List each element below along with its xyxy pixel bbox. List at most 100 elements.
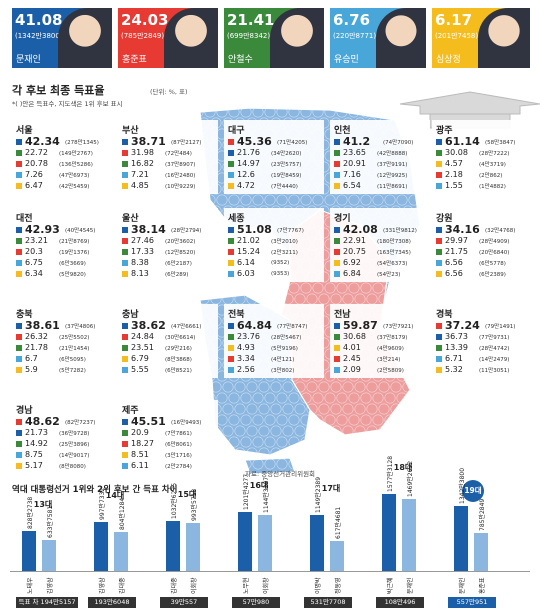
region-result-row: 22.91 (180만7308) xyxy=(334,235,426,246)
bar-candidate-name: 김영삼 xyxy=(99,577,106,594)
map-hex-cell xyxy=(378,403,390,415)
region-votes: (14만2479) xyxy=(479,356,510,363)
election-label: 16대 xyxy=(249,481,269,491)
map-hex-cell xyxy=(210,381,222,393)
map-hex-cell xyxy=(312,106,324,118)
candidate-swatch xyxy=(436,182,442,189)
region-result-row: 30.68 (37만8179) xyxy=(334,331,426,342)
region-votes: (25만3896) xyxy=(59,441,90,448)
candidate-swatch xyxy=(334,322,340,329)
map-hex-cell xyxy=(336,392,348,404)
region-percent: 23.21 xyxy=(25,236,48,245)
region-votes: (28만7222) xyxy=(479,150,510,157)
region-votes: (42만8888) xyxy=(377,150,408,157)
candidate-photo xyxy=(164,8,218,68)
map-hex-cell xyxy=(384,458,396,470)
candidate-swatch xyxy=(228,322,234,329)
bar-votes-label: 617만4681 xyxy=(335,506,342,539)
region-votes: (136만5286) xyxy=(59,161,93,168)
region-votes: (8만3868) xyxy=(165,356,192,363)
candidate-swatch xyxy=(122,355,128,362)
candidate-swatch xyxy=(228,248,234,255)
region-percent: 22.72 xyxy=(25,148,48,157)
map-hex-cell xyxy=(216,458,228,470)
map-hex-cell xyxy=(396,414,408,426)
map-hex-cell xyxy=(294,425,306,437)
region-votes: (4만3719) xyxy=(479,161,506,168)
region-name: 세종 xyxy=(228,214,245,224)
candidate-name: 홍준표 xyxy=(122,55,147,65)
map-hex-cell xyxy=(288,106,300,118)
region-name: 울산 xyxy=(122,214,139,224)
bar-votes-label: 993만5718 xyxy=(191,488,198,521)
map-hex-cell xyxy=(408,282,420,294)
candidate-swatch xyxy=(436,322,442,329)
region-votes: (40만4545) xyxy=(65,227,96,234)
region-box: 강원 34.16 (32만4768) 29.97 (28만4909) 21.75 (20만6… xyxy=(432,208,532,282)
region-votes: (21만8769) xyxy=(59,238,90,245)
bar-candidate-name: 이회창 xyxy=(191,577,198,594)
region-percent: 21.75 xyxy=(445,247,468,256)
region-result-row: 34.16 (32만4768) xyxy=(436,223,528,236)
region-name: 전남 xyxy=(334,310,351,320)
region-votes: (12만8520) xyxy=(165,249,196,256)
candidate-swatch xyxy=(16,226,22,233)
region-percent: 59.87 xyxy=(343,319,378,332)
map-hex-cell xyxy=(324,194,336,206)
map-hex-cell xyxy=(348,194,360,206)
candidate-swatch xyxy=(436,171,442,178)
map-hex-cell xyxy=(246,425,258,437)
region-result-row: 6.79 (8만3868) xyxy=(122,353,214,364)
map-hex-cell xyxy=(258,447,270,459)
map-hex-cell xyxy=(336,194,348,206)
region-result-row: 6.56 (6만5778) xyxy=(436,257,528,268)
candidate-swatch xyxy=(436,237,442,244)
region-votes: (11만8691) xyxy=(377,183,408,190)
map-hex-cell xyxy=(228,436,240,448)
region-votes: (37만4806) xyxy=(65,323,96,330)
region-result-row: 15.24 (2만3211) xyxy=(228,246,320,257)
map-hex-cell xyxy=(360,414,372,426)
map-hex-cell xyxy=(348,436,360,448)
region-percent: 4.57 xyxy=(445,159,463,168)
election-label: 19대 xyxy=(462,479,484,502)
map-hex-cell xyxy=(288,392,300,404)
map-hex-cell xyxy=(300,458,312,470)
region-result-row: 4.93 (5만9196) xyxy=(228,342,320,353)
election-label: 14대 xyxy=(105,491,125,501)
region-votes: (29만216) xyxy=(165,345,192,352)
region-percent: 20.3 xyxy=(25,247,43,256)
map-hex-cell xyxy=(348,106,360,118)
region-result-row: 8.13 (6만289) xyxy=(122,268,214,279)
region-result-row: 7.16 (12만9925) xyxy=(334,169,426,180)
map-hex-cell xyxy=(234,403,246,415)
vote-gap-label: 193만6048 xyxy=(88,597,136,608)
map-hex-cell xyxy=(318,447,330,459)
region-votes: (58만3847) xyxy=(485,139,516,146)
candidate-swatch xyxy=(334,237,340,244)
region-box: 인천 41.2 (74만7090) 23.65 (42만8888) 20.91 (37만91… xyxy=(330,120,430,194)
region-box: 부산 38.71 (87만2127) 31.98 (72만484) 16.82 (37만89… xyxy=(118,120,218,194)
map-hex-cell xyxy=(276,458,288,470)
region-percent: 20.78 xyxy=(25,159,48,168)
region-votes: (6만5095) xyxy=(59,356,86,363)
candidate-swatch xyxy=(436,138,442,145)
candidate-swatch xyxy=(334,248,340,255)
map-hex-cell xyxy=(408,458,420,470)
bar-candidate-name: 김영삼 xyxy=(47,577,54,594)
map-hex-cell xyxy=(204,282,216,294)
runner-bar xyxy=(330,540,344,571)
map-hex-cell xyxy=(378,447,390,459)
candidate-swatch xyxy=(334,138,340,145)
region-percent: 64.84 xyxy=(237,319,272,332)
region-result-row: 6.03 (9353) xyxy=(228,268,320,279)
candidate-swatch xyxy=(122,237,128,244)
region-votes: (28만4909) xyxy=(479,238,510,245)
region-percent: 5.32 xyxy=(445,365,463,374)
region-result-row: 4.01 (4만9609) xyxy=(334,342,426,353)
region-votes: (6만3669) xyxy=(59,260,86,267)
candidate-photo xyxy=(376,8,426,68)
region-votes: (149만2767) xyxy=(59,150,93,157)
map-hex-cell xyxy=(312,392,324,404)
region-percent: 4.93 xyxy=(237,343,255,352)
